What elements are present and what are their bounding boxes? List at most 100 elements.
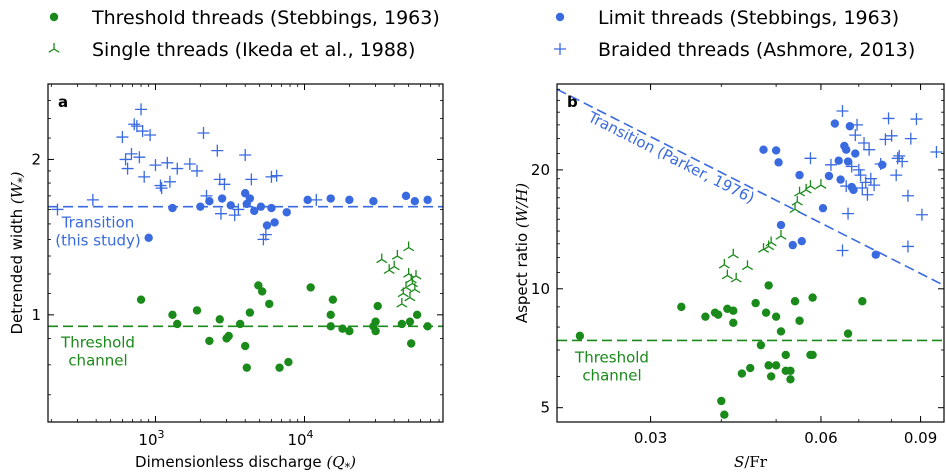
- data-point: [240, 341, 250, 351]
- data-point: [191, 164, 204, 177]
- series-dot: [759, 119, 887, 259]
- data-point: [396, 297, 408, 308]
- data-point: [868, 179, 881, 192]
- data-point: [405, 317, 415, 326]
- data-point: [284, 357, 293, 367]
- data-point: [226, 201, 235, 210]
- plot-area: [557, 88, 944, 419]
- data-point: [901, 240, 914, 253]
- data-point: [345, 195, 354, 205]
- data-point: [130, 120, 143, 133]
- y-axis-label-close: ): [8, 171, 26, 178]
- data-point: [818, 203, 828, 213]
- data-point: [893, 149, 906, 162]
- data-point: [863, 143, 876, 156]
- legend-marker-dot-icon: [49, 12, 59, 22]
- legend-label: Single threads (Ikeda et al., 1988): [92, 39, 415, 61]
- data-point: [121, 162, 134, 175]
- data-point: [205, 197, 214, 206]
- transition-line-label: Transition (Parker, 1976): [584, 108, 757, 208]
- data-point: [791, 195, 803, 206]
- data-point: [701, 312, 710, 321]
- data-point: [871, 250, 880, 259]
- data-point: [790, 297, 800, 306]
- data-point: [851, 118, 864, 131]
- data-point: [371, 317, 380, 326]
- data-point: [882, 112, 895, 125]
- reference-line-label: channel: [582, 366, 641, 384]
- data-point: [751, 298, 760, 308]
- data-point: [119, 153, 132, 166]
- data-point: [890, 169, 903, 182]
- data-point: [168, 203, 177, 213]
- data-point: [406, 339, 416, 348]
- x-axis-label: S/Fr: [734, 453, 768, 471]
- y-axis-label-var: (W/H): [513, 183, 531, 228]
- data-point: [804, 152, 817, 165]
- y-axis-label-text: Detrended width: [8, 209, 26, 335]
- series-plus: [51, 103, 323, 246]
- data-point: [326, 322, 335, 331]
- data-point: [245, 194, 255, 203]
- data-point: [741, 260, 754, 271]
- y-axis-label-sub: *: [16, 177, 29, 183]
- data-point: [391, 250, 403, 260]
- data-point: [910, 113, 923, 126]
- data-point: [135, 103, 148, 116]
- y-tick-label: 10: [531, 280, 550, 298]
- reference-line-label: Threshold: [574, 348, 649, 366]
- data-point: [257, 233, 270, 246]
- data-point: [795, 170, 804, 180]
- data-point: [815, 179, 827, 189]
- data-point: [376, 253, 388, 264]
- data-point: [849, 129, 862, 142]
- data-point: [721, 269, 733, 280]
- data-point: [729, 318, 738, 328]
- data-point: [764, 361, 773, 370]
- data-point: [836, 244, 849, 257]
- data-point: [788, 240, 797, 250]
- data-point: [242, 363, 251, 372]
- data-point: [239, 148, 252, 161]
- data-point: [401, 191, 411, 201]
- y-axis-label-var: (W: [8, 181, 26, 204]
- data-point: [858, 136, 871, 149]
- legend-label: Limit threads (Stebbings, 1963): [598, 7, 899, 29]
- data-point: [901, 189, 914, 202]
- series-dot: [136, 281, 432, 372]
- data-point: [275, 363, 284, 372]
- data-point: [771, 361, 781, 370]
- legend-marker-plus-icon: [554, 43, 566, 55]
- data-point: [205, 336, 214, 346]
- data-point: [373, 301, 382, 311]
- data-point: [183, 157, 196, 170]
- data-point: [766, 372, 776, 381]
- x-tick-label: 104: [287, 428, 313, 449]
- data-point: [259, 228, 272, 241]
- data-point: [845, 160, 858, 173]
- data-point: [144, 233, 153, 243]
- data-point: [369, 197, 378, 206]
- data-point: [328, 295, 338, 304]
- data-point: [776, 327, 786, 336]
- data-point: [720, 410, 729, 419]
- data-point: [270, 169, 283, 182]
- x-axis-label-sub: *: [345, 461, 351, 474]
- data-point: [403, 241, 415, 252]
- data-point: [155, 182, 168, 195]
- data-point: [727, 248, 739, 259]
- data-point: [409, 283, 421, 294]
- data-point: [224, 331, 233, 341]
- data-point: [136, 125, 149, 138]
- legend: Threshold threads (Stebbings, 1963) Limit…: [48, 7, 915, 61]
- data-point: [763, 240, 775, 251]
- x-axis-label-rest: /Fr: [744, 453, 767, 471]
- data-point: [128, 118, 141, 131]
- data-point: [717, 396, 726, 406]
- data-point: [200, 189, 213, 202]
- data-point: [730, 272, 742, 283]
- data-point: [775, 230, 787, 240]
- data-point: [808, 350, 817, 360]
- legend-marker-tri-icon: [48, 43, 60, 53]
